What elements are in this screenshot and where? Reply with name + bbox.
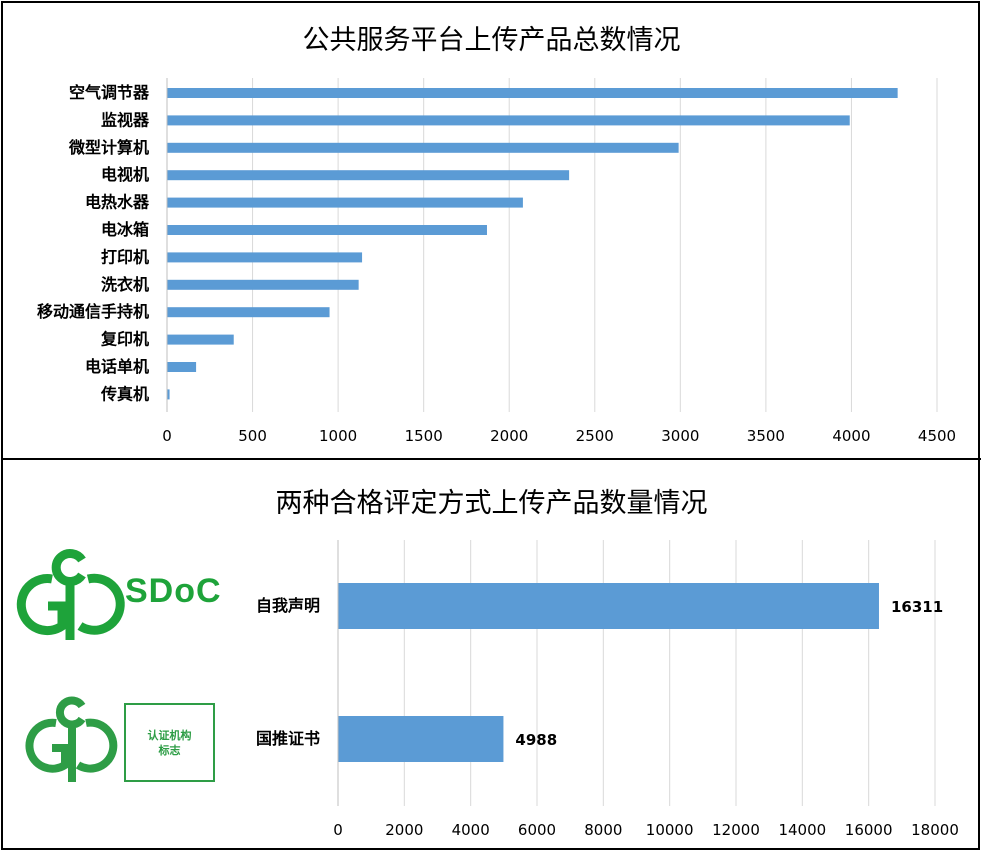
x-tick-label: 2000 — [385, 821, 423, 839]
bar — [167, 362, 197, 372]
bar — [167, 115, 850, 126]
top-bar-chart: 0 500 1000 1500 2000 2500 3000 3500 4000 4500 空气调节… — [37, 78, 956, 445]
bar — [167, 197, 523, 208]
x-tick-label: 4000 — [832, 427, 870, 445]
bottom-chart-title: 两种合格评定方式上传产品数量情况 — [275, 488, 708, 519]
category-label: 复印机 — [100, 330, 149, 349]
x-tick-label: 1500 — [405, 427, 443, 445]
bar — [167, 225, 487, 235]
ccc-logo-cert-icon — [25, 696, 118, 782]
category-label: 空气调节器 — [69, 83, 150, 102]
bar — [338, 583, 879, 629]
x-tick-label: 4500 — [918, 427, 956, 445]
x-tick-label: 8000 — [584, 821, 622, 839]
x-tick-label: 2500 — [576, 427, 614, 445]
x-tick-label: 0 — [162, 427, 172, 445]
bar — [167, 334, 234, 345]
x-tick-label: 18000 — [911, 821, 959, 839]
x-tick-label: 14000 — [778, 821, 826, 839]
x-tick-label: 0 — [333, 821, 343, 839]
category-label: 洗衣机 — [101, 275, 149, 294]
sdoc-logo-text: SDoC — [125, 572, 222, 610]
x-tick-label: 6000 — [518, 821, 556, 839]
data-label: 16311 — [891, 598, 943, 616]
bar — [167, 142, 679, 153]
cert-body-mark-box: 认证机构 标志 — [124, 703, 215, 782]
bar — [167, 170, 570, 181]
x-tick-label: 2000 — [490, 427, 528, 445]
cert-body-mark-line1: 认证机构 — [147, 728, 192, 742]
bar — [338, 716, 504, 762]
category-label: 传真机 — [100, 384, 149, 403]
category-label: 自我声明 — [256, 596, 320, 615]
x-tick-label: 500 — [238, 427, 267, 445]
category-label: 电视机 — [101, 165, 149, 184]
bottom-bar-chart: 0 2000 4000 6000 8000 10000 12000 14000 16000 180… — [256, 540, 959, 839]
x-tick-label: 1000 — [319, 427, 357, 445]
category-label: 电冰箱 — [101, 220, 149, 239]
x-tick-label: 4000 — [452, 821, 490, 839]
x-tick-label: 16000 — [845, 821, 893, 839]
category-label: 微型计算机 — [68, 138, 149, 157]
bar — [167, 252, 363, 263]
ccc-logo-sdoc-icon — [16, 549, 125, 640]
category-label: 电话单机 — [85, 357, 149, 376]
bar — [167, 279, 359, 290]
bar — [167, 88, 898, 98]
section-divider — [2, 458, 981, 460]
x-tick-label: 12000 — [712, 821, 760, 839]
x-tick-label: 3500 — [747, 427, 785, 445]
category-label: 移动通信手持机 — [37, 302, 149, 321]
category-label: 国推证书 — [256, 729, 320, 748]
category-label: 打印机 — [101, 247, 149, 266]
data-label: 4988 — [515, 731, 557, 749]
bar — [167, 389, 170, 400]
category-label: 电热水器 — [85, 193, 150, 212]
x-tick-label: 10000 — [646, 821, 694, 839]
x-tick-label: 3000 — [661, 427, 699, 445]
top-chart-title: 公共服务平台上传产品总数情况 — [302, 25, 681, 56]
category-label: 监视器 — [101, 110, 150, 129]
cert-body-mark-line2: 标志 — [158, 743, 181, 757]
bar — [167, 307, 330, 318]
